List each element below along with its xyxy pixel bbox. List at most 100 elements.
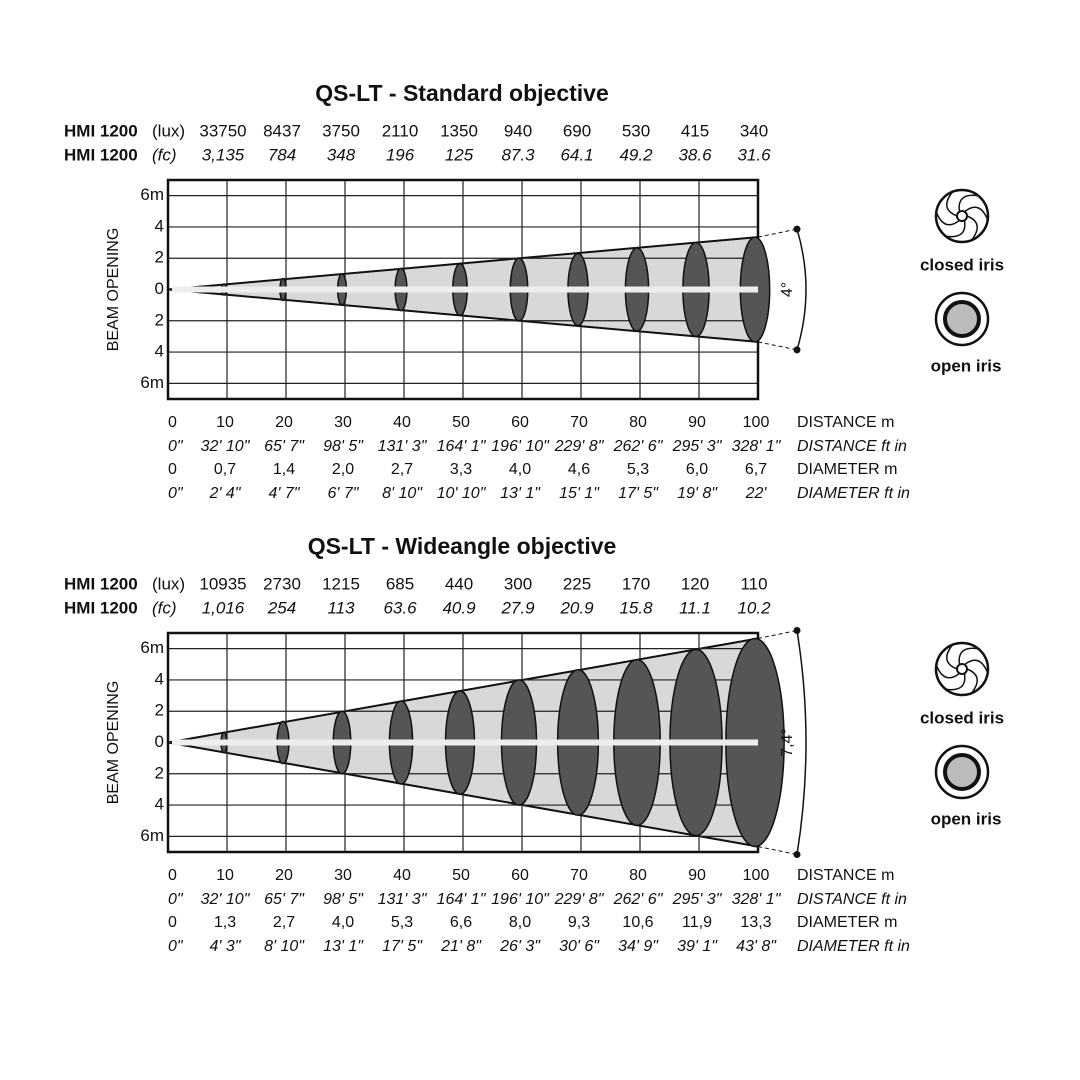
diameter-ft-label: 22' [745, 485, 768, 502]
row-name: HMI 1200 [64, 598, 138, 617]
closed-iris-label: closed iris [920, 708, 1004, 727]
row-value: 10935 [199, 574, 246, 593]
distance-label: 80 [629, 414, 647, 431]
angle-leader [757, 846, 798, 856]
row-value: 196 [386, 145, 415, 164]
row-value: 120 [681, 574, 709, 593]
distance-ft-label: 328' 1" [732, 891, 782, 908]
diameter-ft-label: 21' 8" [440, 938, 482, 955]
diameter-ft-label: 0" [168, 938, 184, 955]
distance-ft-label: 196' 10" [491, 438, 550, 455]
diameter-label: 2,7 [391, 461, 413, 478]
distance-ft-title: DISTANCE ft in [797, 891, 907, 908]
distance-label: 70 [570, 867, 588, 884]
iris-blade [946, 191, 958, 217]
row-value: 63.6 [383, 598, 417, 617]
y-tick-label: 2 [155, 310, 164, 329]
distance-ft-label: 32' 10" [201, 438, 251, 455]
distance-ft-label: 164' 1" [437, 891, 487, 908]
diameter-ft-label: 15' 1" [559, 485, 600, 502]
distance-ft-title: DISTANCE ft in [797, 438, 907, 455]
iris-blade [935, 664, 960, 679]
distance-label: 80 [629, 867, 647, 884]
distance-label: 10 [216, 414, 234, 431]
iris-blade [946, 644, 958, 670]
distance-ft-label: 65' 7" [264, 891, 305, 908]
row-name: HMI 1200 [64, 145, 138, 164]
diameter-ft-label: 26' 3" [499, 938, 541, 955]
row-value: 685 [386, 574, 414, 593]
angle-label: 4° [779, 282, 796, 297]
y-tick-label: 4 [155, 669, 164, 688]
row-value: 440 [445, 574, 473, 593]
row-value: 3,135 [202, 145, 245, 164]
panel-title: QS-LT - Wideangle objective [308, 533, 617, 559]
diameter-label: 0 [168, 461, 177, 478]
distance-ft-label: 0" [168, 438, 184, 455]
angle-dot [793, 225, 801, 233]
y-tick-label: 0 [155, 279, 164, 298]
diameter-ft-label: 17' 5" [382, 938, 423, 955]
y-tick-label: 0 [155, 732, 164, 751]
diameter-ft-title: DIAMETER ft in [797, 938, 910, 955]
iris-blade [958, 194, 979, 212]
diameter-label: 0,7 [214, 461, 236, 478]
row-value: 15.8 [619, 598, 653, 617]
iris-hole [956, 663, 968, 675]
row-value: 10.2 [737, 598, 771, 617]
diameter-ft-label: 13' 1" [323, 938, 364, 955]
distance-ft-label: 0" [168, 891, 184, 908]
row-value: 530 [622, 121, 650, 140]
diameter-title: DIAMETER m [797, 461, 897, 478]
diameter-label: 5,3 [391, 914, 413, 931]
distance-ft-label: 196' 10" [491, 891, 550, 908]
distance-label: 50 [452, 414, 470, 431]
distance-ft-label: 295' 3" [672, 438, 723, 455]
row-value: 2730 [263, 574, 301, 593]
distance-ft-label: 229' 8" [554, 891, 605, 908]
y-tick-label: 2 [155, 248, 164, 267]
panel-title: QS-LT - Standard objective [315, 80, 609, 106]
iris-blade [966, 215, 978, 241]
row-value: 27.9 [500, 598, 535, 617]
iris-hole [956, 210, 968, 222]
distance-label: 100 [743, 414, 770, 431]
distance-label: 60 [511, 414, 529, 431]
diameter-ft-label: 17' 5" [618, 485, 659, 502]
row-value: 415 [681, 121, 709, 140]
row-value: 340 [740, 121, 768, 140]
diameter-label: 8,0 [509, 914, 531, 931]
angle-dot [793, 626, 801, 634]
distance-ft-label: 131' 3" [378, 891, 428, 908]
row-unit: (lux) [152, 574, 185, 593]
distance-label: 100 [743, 867, 770, 884]
iris-blade [964, 206, 989, 221]
distance-label: 20 [275, 414, 293, 431]
diameter-ft-label: 0" [168, 485, 184, 502]
distance-ft-label: 32' 10" [201, 891, 251, 908]
distance-label: 20 [275, 867, 293, 884]
y-axis-label: BEAM OPENING [105, 228, 122, 352]
iris-blade [966, 668, 978, 694]
row-value: 8437 [263, 121, 301, 140]
row-value: 87.3 [501, 145, 535, 164]
diameter-label: 13,3 [740, 914, 771, 931]
row-value: 1,016 [202, 598, 245, 617]
distance-label: 30 [334, 414, 352, 431]
diameter-label: 3,3 [450, 461, 472, 478]
angle-arc [796, 228, 807, 351]
y-tick-label: 2 [155, 701, 164, 720]
row-value: 33750 [199, 121, 246, 140]
row-value: 31.6 [737, 145, 771, 164]
y-tick-label: 4 [155, 216, 164, 235]
row-value: 3750 [322, 121, 360, 140]
diameter-label: 6,0 [686, 461, 708, 478]
row-value: 110 [740, 574, 767, 593]
row-value: 784 [268, 145, 296, 164]
diameter-ft-label: 4' 7" [269, 485, 301, 502]
distance-label: 70 [570, 414, 588, 431]
distance-label: 40 [393, 867, 411, 884]
diameter-label: 2,0 [332, 461, 354, 478]
row-value: 20.9 [559, 598, 594, 617]
iris-blade [935, 211, 960, 226]
